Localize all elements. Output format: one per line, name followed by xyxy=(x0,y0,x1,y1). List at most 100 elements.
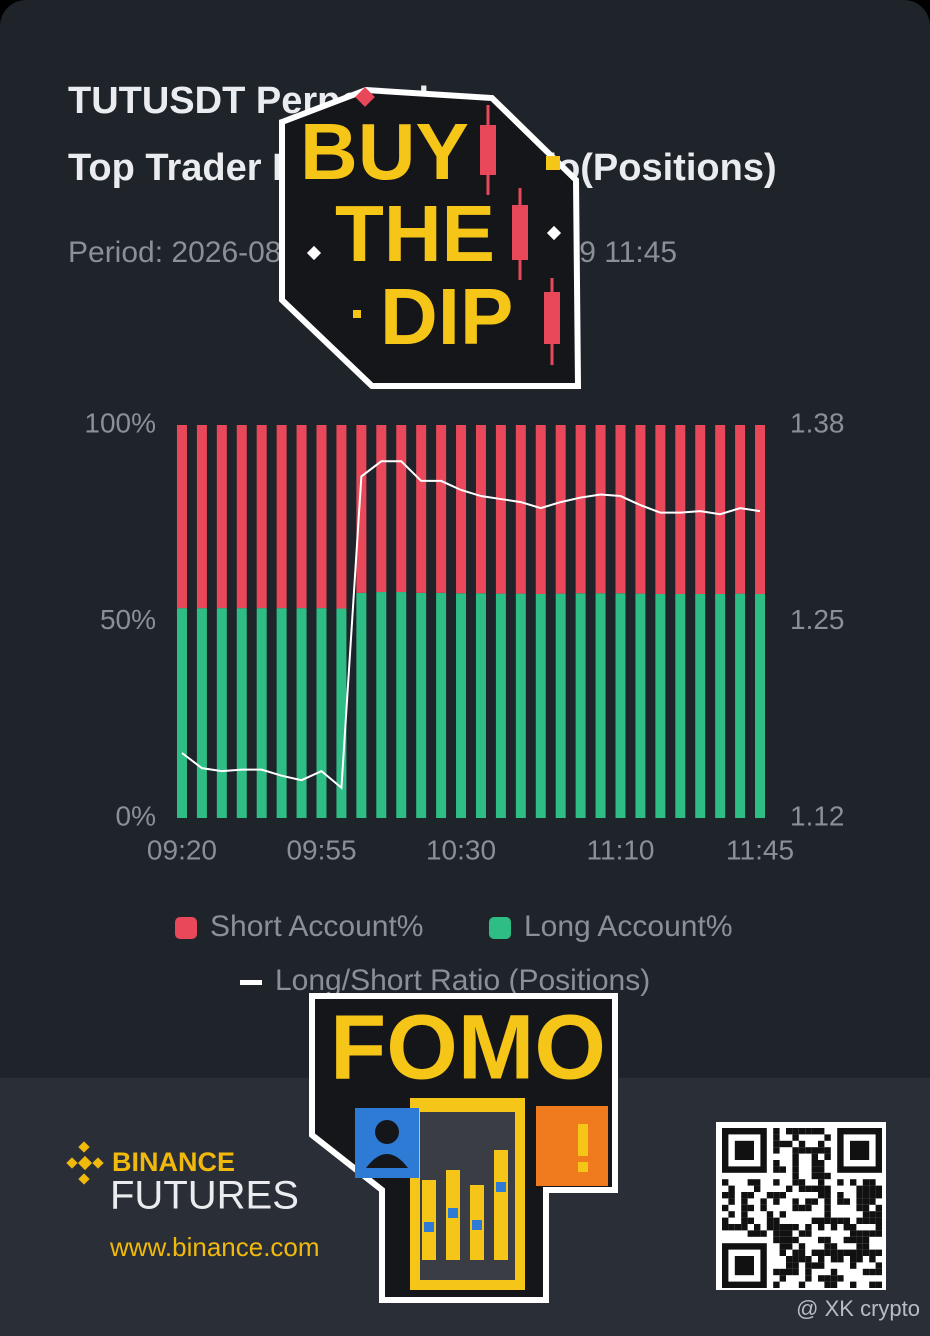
qr-module xyxy=(818,1166,825,1173)
qr-module xyxy=(818,1192,825,1199)
qr-module xyxy=(741,1211,748,1218)
qr-module xyxy=(824,1192,831,1199)
qr-module xyxy=(830,1275,838,1282)
qr-module xyxy=(869,1249,876,1256)
bar xyxy=(615,593,626,818)
qr-module xyxy=(805,1262,812,1269)
qr-module xyxy=(824,1217,831,1224)
bar xyxy=(635,425,646,594)
qr-module xyxy=(766,1211,774,1218)
bar xyxy=(535,593,546,818)
bar xyxy=(296,425,307,609)
qr-module xyxy=(754,1230,761,1237)
bar xyxy=(675,425,686,594)
qr-module xyxy=(792,1256,799,1263)
bar xyxy=(515,425,526,594)
qr-module xyxy=(754,1224,761,1231)
qr-module xyxy=(760,1204,767,1212)
qr-module xyxy=(837,1256,844,1263)
qr-module xyxy=(728,1211,735,1218)
qr-module xyxy=(779,1243,786,1250)
bar xyxy=(376,592,387,818)
qr-module xyxy=(741,1217,748,1224)
qr-module xyxy=(773,1224,780,1231)
qr-module xyxy=(773,1147,780,1154)
qr-module xyxy=(805,1128,812,1135)
qr-module xyxy=(830,1249,838,1256)
bar xyxy=(436,592,447,818)
qr-module xyxy=(792,1172,799,1180)
qr-module xyxy=(818,1217,825,1224)
bar xyxy=(495,593,506,818)
qr-module xyxy=(843,1249,850,1256)
qr-module xyxy=(862,1236,870,1244)
qr-module xyxy=(792,1268,799,1276)
qr-module xyxy=(786,1128,793,1135)
y2-tick-label: 1.38 xyxy=(790,407,845,438)
qr-module xyxy=(786,1224,793,1231)
qr-module xyxy=(850,1179,857,1186)
bar xyxy=(675,593,686,818)
qr-module xyxy=(818,1179,825,1186)
qr-module xyxy=(792,1134,799,1141)
x-tick-label: 09:20 xyxy=(147,834,217,865)
qr-module xyxy=(722,1204,729,1212)
qr-module xyxy=(824,1147,831,1154)
qr-module xyxy=(875,1192,882,1199)
qr-module xyxy=(843,1236,850,1244)
qr-module xyxy=(773,1192,780,1199)
qr-module xyxy=(792,1147,799,1154)
qr-module xyxy=(798,1281,806,1288)
bar xyxy=(396,592,407,818)
bar xyxy=(176,608,187,818)
qr-module xyxy=(875,1224,882,1231)
qr-module xyxy=(722,1192,729,1199)
bar xyxy=(755,593,766,818)
bar xyxy=(475,425,486,594)
qr-module xyxy=(856,1192,863,1199)
qr-module xyxy=(824,1185,831,1192)
ratio-line xyxy=(181,460,761,790)
qr-module xyxy=(862,1268,870,1276)
qr-module xyxy=(850,1230,857,1237)
qr-module xyxy=(792,1166,799,1173)
qr-module xyxy=(818,1185,825,1192)
bar xyxy=(475,593,486,818)
qr-module xyxy=(728,1224,735,1231)
qr-module xyxy=(773,1179,780,1186)
qr-module xyxy=(837,1249,844,1256)
sticker-text: THE xyxy=(335,189,495,278)
x-tick-label: 11:45 xyxy=(726,834,794,865)
qr-module xyxy=(843,1198,850,1205)
bar xyxy=(715,593,726,818)
qr-module xyxy=(741,1224,748,1231)
qr-module xyxy=(862,1192,870,1199)
qr-module xyxy=(722,1179,729,1186)
qr-module xyxy=(824,1211,831,1218)
qr-module xyxy=(818,1147,825,1154)
qr-module xyxy=(856,1249,863,1256)
qr-module xyxy=(811,1262,818,1269)
qr-module xyxy=(830,1256,838,1263)
bar xyxy=(236,425,247,609)
bar xyxy=(256,608,267,818)
qr-module xyxy=(837,1192,844,1199)
qr-module xyxy=(869,1198,876,1205)
qr-module xyxy=(818,1128,825,1135)
qr-module xyxy=(792,1160,799,1167)
qr-module xyxy=(843,1224,850,1231)
qr-module xyxy=(792,1128,799,1135)
qr-module xyxy=(824,1172,831,1180)
qr-module xyxy=(786,1185,793,1192)
legend-swatch xyxy=(240,980,262,985)
qr-module xyxy=(805,1185,812,1192)
qr-module xyxy=(779,1268,786,1276)
qr-module xyxy=(862,1179,870,1186)
sticker-text: DIP xyxy=(380,272,513,361)
qr-module xyxy=(798,1204,806,1212)
qr-module xyxy=(741,1198,748,1205)
qr-module xyxy=(779,1166,786,1173)
qr-module xyxy=(830,1243,838,1250)
qr-module xyxy=(824,1236,831,1244)
